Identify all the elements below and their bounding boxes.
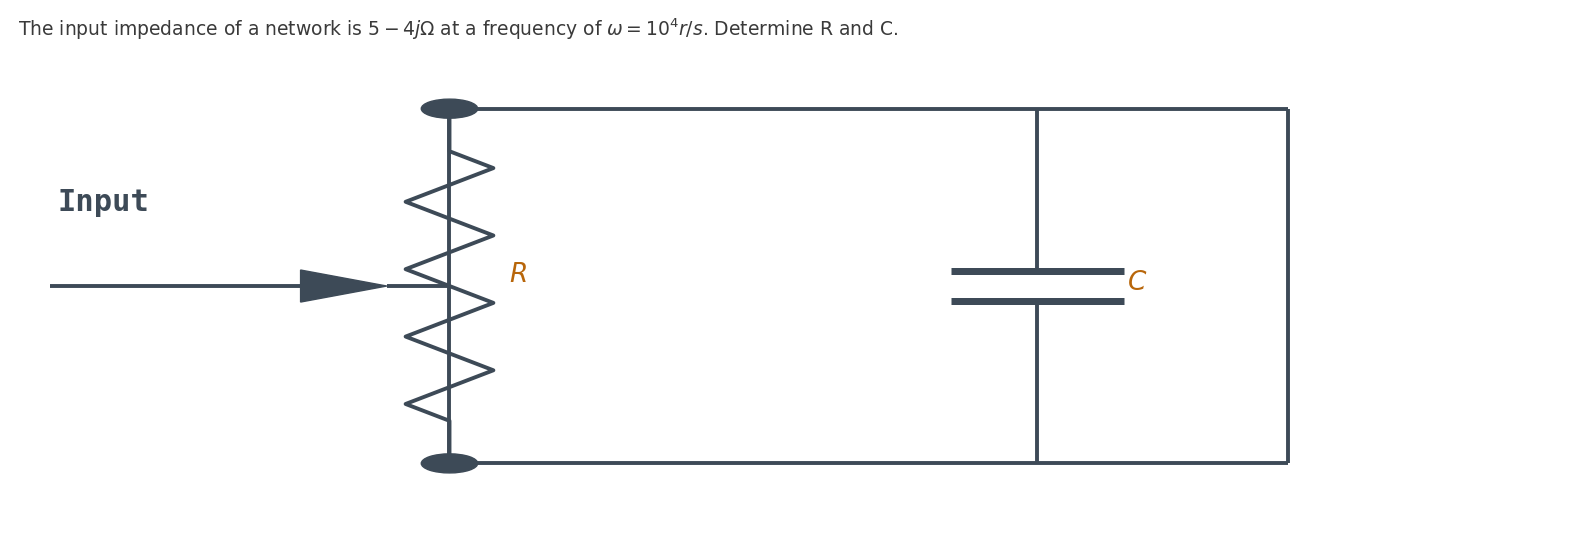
Text: R: R — [510, 263, 527, 288]
Circle shape — [422, 99, 478, 118]
Text: The input impedance of a network is $5 - 4j\Omega$ at a frequency of $\omega = 1: The input impedance of a network is $5 -… — [19, 16, 900, 42]
Polygon shape — [300, 270, 387, 302]
Text: Input: Input — [58, 188, 149, 217]
Text: C: C — [1128, 270, 1147, 296]
Circle shape — [422, 454, 478, 473]
